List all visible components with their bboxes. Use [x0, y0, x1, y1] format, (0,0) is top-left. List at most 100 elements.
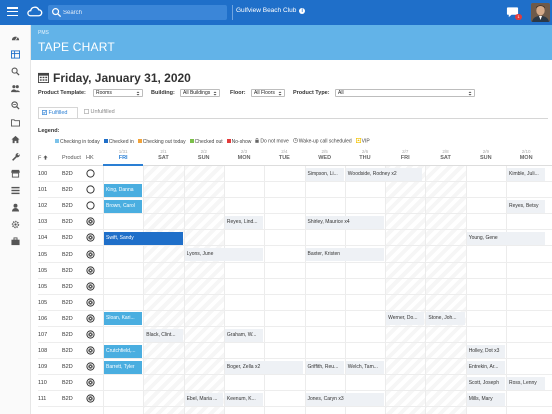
floor-select[interactable]: All Floors	[251, 89, 285, 97]
reservation-block[interactable]: Werner, Do...	[386, 312, 425, 326]
wrench-icon[interactable]	[11, 152, 20, 161]
reservation-block[interactable]: Jones, Caryn x3	[305, 392, 385, 406]
housekeeping-dirty-icon[interactable]	[86, 378, 95, 387]
reservation-block[interactable]: Stone, Joh...	[426, 312, 465, 326]
calendar-icon[interactable]	[38, 72, 49, 83]
breadcrumb[interactable]: PMS	[38, 30, 49, 36]
settings-gear-icon[interactable]	[11, 220, 20, 229]
reservation-block[interactable]: Holley, Dot x3	[466, 344, 505, 358]
property-selector[interactable]: Gulfview Beach Club i	[236, 7, 306, 14]
room-number[interactable]: 107	[38, 332, 48, 338]
housekeeping-clean-icon[interactable]	[86, 185, 95, 194]
reservation-block[interactable]: Ebel, Maria ...	[184, 392, 223, 406]
housekeeping-dirty-icon[interactable]	[86, 249, 95, 259]
reservation-block[interactable]: Crutchfield,...	[104, 344, 143, 358]
housekeeping-dirty-icon[interactable]	[86, 330, 95, 339]
reservation-block[interactable]: Graham, W...	[224, 328, 264, 342]
reservation-block[interactable]: Kimble, Juli...	[507, 167, 546, 181]
search-input[interactable]	[63, 6, 223, 19]
housekeeping-dirty-icon[interactable]	[86, 346, 95, 355]
room-number[interactable]: 111	[38, 396, 47, 403]
building-select[interactable]: All Buildings	[180, 89, 220, 97]
cloud-logo-icon[interactable]	[26, 5, 43, 18]
reservation-block[interactable]: Reyes, Lind...	[224, 215, 264, 229]
housekeeping-clean-icon[interactable]	[86, 201, 95, 210]
reservation-block[interactable]: Ross, Lenny	[507, 376, 546, 390]
reservation-block[interactable]: Boger, Zella x2	[224, 360, 304, 374]
floor-column-header[interactable]: F	[38, 155, 48, 162]
housekeeping-dirty-icon[interactable]	[86, 233, 95, 242]
user-icon[interactable]	[11, 203, 20, 212]
reservation-block[interactable]: Lyons, June	[184, 248, 264, 261]
room-number[interactable]: 105	[38, 267, 48, 274]
day-column-header[interactable]: 2/5 WED	[305, 149, 345, 162]
room-number[interactable]: 101	[38, 187, 48, 194]
reservation-block[interactable]: Scott, Joseph	[466, 376, 505, 390]
day-column-header[interactable]: 2/9 SUN	[466, 149, 506, 162]
reservation-block[interactable]: Simpson, Li...	[305, 167, 344, 181]
day-column-header[interactable]: 2/10 MON	[506, 149, 546, 162]
housekeeping-dirty-icon[interactable]	[86, 298, 95, 307]
room-product: B2D	[62, 235, 73, 242]
room-number[interactable]: 105	[38, 251, 48, 258]
home-icon[interactable]	[11, 135, 20, 144]
room-number[interactable]: 103	[38, 219, 48, 226]
housekeeping-clean-icon[interactable]	[86, 169, 95, 178]
day-column-header[interactable]: 2/6 THU	[345, 149, 385, 162]
reservation-block[interactable]: Entrekin, Ar...	[466, 360, 505, 374]
day-column-header[interactable]: 2/8 SAT	[425, 149, 465, 162]
housekeeping-dirty-icon[interactable]	[86, 217, 95, 226]
room-number[interactable]: 106	[38, 315, 48, 322]
room-number[interactable]: 100	[38, 171, 48, 177]
housekeeping-dirty-icon[interactable]	[86, 362, 95, 371]
room-number[interactable]: 108	[38, 348, 48, 355]
reservation-block[interactable]: Sloan, Kari...	[104, 312, 143, 326]
guests-icon[interactable]	[11, 84, 20, 93]
room-number[interactable]: 102	[38, 203, 48, 210]
room-number[interactable]: 109	[38, 364, 48, 371]
reservation-block[interactable]: Woodside, Rodney x2	[345, 167, 423, 181]
reservation-block[interactable]: King, Danna	[104, 183, 143, 197]
reservation-block[interactable]: Brown, Carol	[104, 199, 143, 213]
reservation-block[interactable]: Mills, Mary	[466, 392, 505, 406]
reservation-block[interactable]: Baxter, Kristen	[305, 248, 385, 261]
housekeeping-dirty-icon[interactable]	[86, 265, 95, 275]
room-number[interactable]: 105	[38, 283, 48, 290]
product-type-select[interactable]: All	[335, 89, 475, 97]
storefront-icon[interactable]	[11, 169, 20, 178]
day-column-header[interactable]: 2/2 SUN	[184, 149, 224, 162]
zoom-search-icon[interactable]	[11, 101, 20, 110]
hamburger-menu-icon[interactable]	[7, 7, 18, 17]
info-icon[interactable]: i	[299, 8, 306, 14]
room-number[interactable]: 110	[38, 380, 47, 387]
reservation-block[interactable]: Barrett, Tyler	[104, 360, 143, 374]
reservation-block[interactable]: Black, Clint...	[144, 328, 183, 342]
day-column-header[interactable]: 2/4 TUE	[264, 149, 304, 162]
search-reservations-icon[interactable]	[11, 67, 20, 76]
housekeeping-dirty-icon[interactable]	[86, 314, 95, 323]
user-avatar[interactable]	[531, 3, 550, 22]
folder-icon[interactable]	[11, 118, 20, 127]
dashboard-icon[interactable]	[11, 33, 20, 42]
reservation-block[interactable]: Griffith, Reu...	[305, 360, 344, 374]
day-column-header[interactable]: 2/7 FRI	[385, 149, 425, 162]
tape-chart-icon[interactable]	[11, 50, 20, 59]
search-box[interactable]	[48, 5, 227, 20]
reservation-block[interactable]: Shirley, Maurice x4	[305, 215, 385, 229]
reservation-block[interactable]: Welch, Tam...	[345, 360, 385, 374]
tab-unfulfilled[interactable]: Unfulfilled	[82, 107, 122, 119]
housekeeping-dirty-icon[interactable]	[86, 394, 95, 403]
reservation-block[interactable]: Reyes, Betsy	[507, 199, 546, 213]
reservation-block[interactable]: Keenum, K...	[224, 392, 264, 406]
room-number[interactable]: 104	[38, 235, 48, 242]
briefcase-icon[interactable]	[11, 237, 20, 246]
reservation-block[interactable]: Swift, Sandy	[104, 231, 183, 245]
reservation-block[interactable]: Young, Gene	[466, 231, 546, 245]
room-number[interactable]: 105	[38, 299, 48, 306]
product-template-select[interactable]: Rooms	[93, 89, 143, 97]
day-column-header[interactable]: 2/1 SAT	[143, 149, 183, 162]
housekeeping-dirty-icon[interactable]	[86, 282, 95, 291]
list-icon[interactable]	[11, 186, 20, 195]
day-column-header[interactable]: 1/31 FRI	[103, 149, 143, 162]
day-column-header[interactable]: 2/3 MON	[224, 149, 264, 162]
